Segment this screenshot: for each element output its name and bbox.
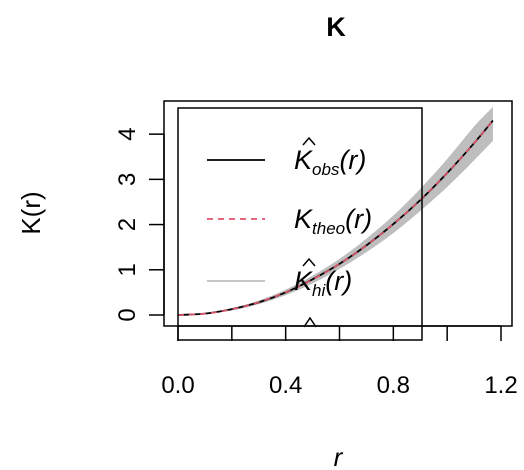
legend-item-hi: Khi(r) xyxy=(207,257,352,300)
y-tick-label: 4 xyxy=(114,127,141,140)
y-tick-label: 0 xyxy=(114,308,141,321)
legend-overflow-hat-icon xyxy=(303,316,317,328)
legend-box xyxy=(177,107,423,341)
chart-title: K xyxy=(326,12,346,42)
x-tick-label: 0.0 xyxy=(161,372,194,399)
y-tick-label: 2 xyxy=(114,218,141,231)
y-axis: 0 1 2 3 4 xyxy=(114,127,165,322)
y-tick-label: 3 xyxy=(114,173,141,186)
legend-label-theo: Ktheo(r) xyxy=(294,204,372,238)
legend: Kobs(r) Ktheo(r) Khi(r) xyxy=(177,107,423,341)
legend-label-obs: Kobs(r) xyxy=(294,145,366,179)
legend-hat-obs xyxy=(302,136,316,146)
series-line-theo xyxy=(177,120,494,316)
x-axis: 0.0 0.4 0.8 1.2 xyxy=(161,325,518,399)
legend-label-hi: Khi(r) xyxy=(294,266,352,300)
series-lines-layer xyxy=(177,119,494,316)
legend-item-obs: Kobs(r) xyxy=(207,136,366,179)
x-tick-label: 0.8 xyxy=(377,372,410,399)
y-tick-label: 1 xyxy=(114,263,141,276)
legend-item-theo: Ktheo(r) xyxy=(207,204,372,238)
x-axis-label: r xyxy=(334,442,344,470)
y-axis-label: K(r) xyxy=(16,191,46,234)
x-tick-label: 0.4 xyxy=(269,372,302,399)
legend-hat-hi xyxy=(302,257,316,267)
x-tick-label: 1.2 xyxy=(484,372,517,399)
